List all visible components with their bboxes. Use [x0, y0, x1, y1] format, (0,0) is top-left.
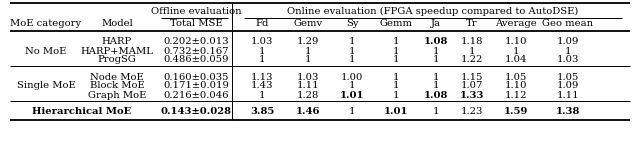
- Text: 1: 1: [349, 56, 355, 65]
- Text: 1.29: 1.29: [297, 37, 319, 46]
- Text: 1: 1: [393, 56, 399, 65]
- Text: 1.18: 1.18: [461, 37, 483, 46]
- Text: 0.171±0.019: 0.171±0.019: [163, 82, 229, 90]
- Text: 1: 1: [433, 46, 439, 56]
- Text: Tr: Tr: [466, 20, 478, 29]
- Text: 1: 1: [305, 56, 311, 65]
- Text: Online evaluation (FPGA speedup compared to AutoDSE): Online evaluation (FPGA speedup compared…: [287, 6, 579, 16]
- Text: 1: 1: [349, 37, 355, 46]
- Text: Total MSE: Total MSE: [170, 20, 222, 29]
- Text: Model: Model: [101, 20, 133, 29]
- Text: 1: 1: [393, 90, 399, 99]
- Text: 1: 1: [393, 37, 399, 46]
- Text: 1.08: 1.08: [424, 90, 448, 99]
- Text: 1.10: 1.10: [505, 37, 527, 46]
- Text: 1.03: 1.03: [251, 37, 273, 46]
- Text: 1.46: 1.46: [296, 107, 320, 115]
- Text: 1: 1: [433, 73, 439, 82]
- Text: 1: 1: [433, 82, 439, 90]
- Text: 1.03: 1.03: [297, 73, 319, 82]
- Text: 1: 1: [305, 46, 311, 56]
- Text: Gemv: Gemv: [293, 20, 323, 29]
- Text: Average: Average: [495, 20, 537, 29]
- Text: 1: 1: [259, 46, 265, 56]
- Text: 1.04: 1.04: [505, 56, 527, 65]
- Text: 1.00: 1.00: [341, 73, 363, 82]
- Text: 1: 1: [393, 46, 399, 56]
- Text: Gemm: Gemm: [380, 20, 413, 29]
- Text: MoE category: MoE category: [10, 20, 81, 29]
- Text: 1.05: 1.05: [557, 73, 579, 82]
- Text: 1.01: 1.01: [384, 107, 408, 115]
- Text: Ja: Ja: [431, 20, 441, 29]
- Text: HARP+MAML: HARP+MAML: [81, 46, 154, 56]
- Text: HARP: HARP: [102, 37, 132, 46]
- Text: 1: 1: [513, 46, 519, 56]
- Text: 1.23: 1.23: [461, 107, 483, 115]
- Text: 1.13: 1.13: [251, 73, 273, 82]
- Text: Node MoE: Node MoE: [90, 73, 144, 82]
- Text: Block MoE: Block MoE: [90, 82, 145, 90]
- Text: 1.38: 1.38: [556, 107, 580, 115]
- Text: 1.08: 1.08: [424, 37, 448, 46]
- Text: 3.85: 3.85: [250, 107, 274, 115]
- Text: Sy: Sy: [346, 20, 358, 29]
- Text: Fd: Fd: [255, 20, 269, 29]
- Text: 1.22: 1.22: [461, 56, 483, 65]
- Text: 1: 1: [393, 73, 399, 82]
- Text: 0.216±0.046: 0.216±0.046: [163, 90, 228, 99]
- Text: 1: 1: [349, 82, 355, 90]
- Text: 0.202±0.013: 0.202±0.013: [163, 37, 229, 46]
- Text: 0.143±0.028: 0.143±0.028: [161, 107, 232, 115]
- Text: ProgSG: ProgSG: [97, 56, 136, 65]
- Text: Geo mean: Geo mean: [543, 20, 593, 29]
- Text: 1.05: 1.05: [505, 73, 527, 82]
- Text: 1.11: 1.11: [297, 82, 319, 90]
- Text: 1.09: 1.09: [557, 37, 579, 46]
- Text: 1: 1: [433, 56, 439, 65]
- Text: 1.28: 1.28: [297, 90, 319, 99]
- Text: 0.732±0.167: 0.732±0.167: [163, 46, 228, 56]
- Text: 1.03: 1.03: [557, 56, 579, 65]
- Text: 1: 1: [259, 90, 265, 99]
- Text: No MoE: No MoE: [26, 46, 67, 56]
- Text: 1.33: 1.33: [460, 90, 484, 99]
- Text: 1: 1: [259, 56, 265, 65]
- Text: 1: 1: [468, 46, 476, 56]
- Text: 1.12: 1.12: [505, 90, 527, 99]
- Text: 0.486±0.059: 0.486±0.059: [163, 56, 228, 65]
- Text: Hierarchical MoE: Hierarchical MoE: [32, 107, 131, 115]
- Text: 1: 1: [564, 46, 572, 56]
- Text: Single MoE: Single MoE: [17, 82, 76, 90]
- Text: Offline evaluation: Offline evaluation: [150, 7, 241, 16]
- Text: 1: 1: [393, 82, 399, 90]
- Text: 1.01: 1.01: [340, 90, 364, 99]
- Text: Graph MoE: Graph MoE: [88, 90, 146, 99]
- Text: 1.07: 1.07: [461, 82, 483, 90]
- Text: 1.11: 1.11: [557, 90, 579, 99]
- Text: 0.160±0.035: 0.160±0.035: [163, 73, 228, 82]
- Text: 1.59: 1.59: [504, 107, 528, 115]
- Text: 1.09: 1.09: [557, 82, 579, 90]
- Text: 1: 1: [349, 107, 355, 115]
- Text: 1.43: 1.43: [251, 82, 273, 90]
- Text: 1.10: 1.10: [505, 82, 527, 90]
- Text: 1: 1: [433, 107, 439, 115]
- Text: 1: 1: [349, 46, 355, 56]
- Text: 1.15: 1.15: [461, 73, 483, 82]
